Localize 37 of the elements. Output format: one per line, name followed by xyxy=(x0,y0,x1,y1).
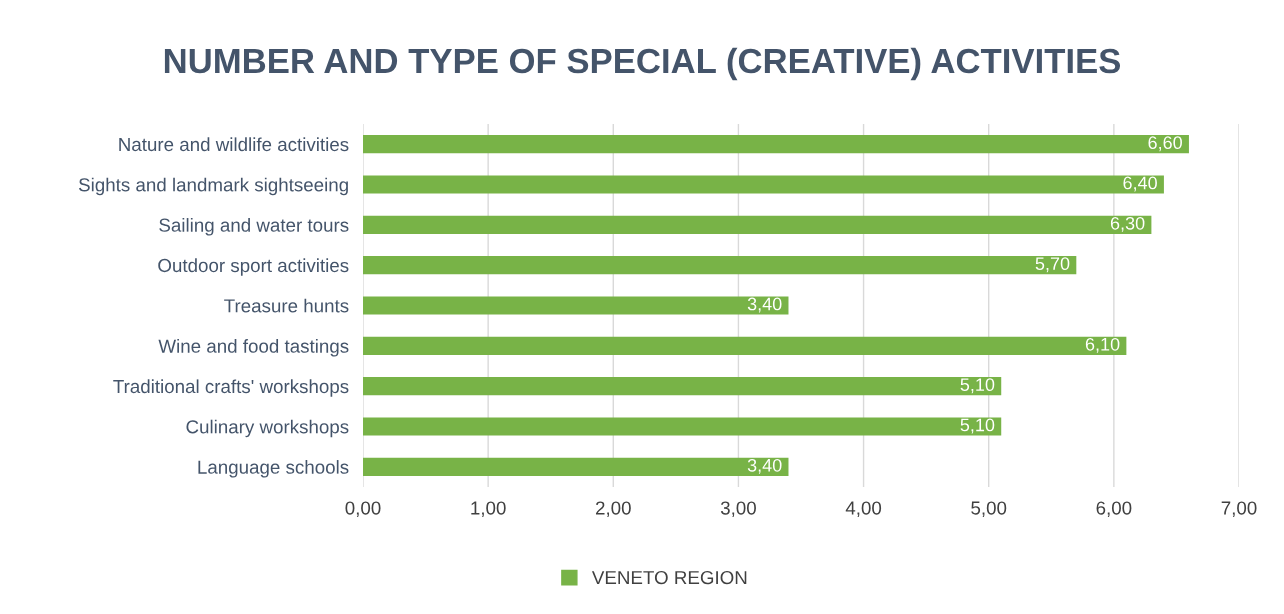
bar xyxy=(363,336,1127,355)
bar xyxy=(363,296,789,315)
data-label: 5,10 xyxy=(960,418,995,434)
data-label: 6,40 xyxy=(1123,176,1157,192)
data-label: 5,70 xyxy=(1035,257,1070,273)
bar xyxy=(363,215,1152,234)
data-label: 3,40 xyxy=(747,297,782,313)
y-tick-label: Nature and wildlife activities xyxy=(119,137,349,152)
y-tick-label: Wine and food tastings xyxy=(158,339,349,357)
y-tick-label: Sailing and water tours xyxy=(159,218,349,236)
data-label: 6,30 xyxy=(1110,216,1145,232)
data-label: 6,60 xyxy=(1148,136,1182,152)
y-tick-label: Language schools xyxy=(198,460,349,478)
y-tick-label: Traditional crafts' workshops xyxy=(113,379,349,397)
x-tick-label: 5,00 xyxy=(971,501,1007,517)
x-tick-label: 3,00 xyxy=(720,501,756,517)
bar xyxy=(363,417,1002,436)
y-tick-label: Treasure hunts xyxy=(224,298,349,313)
bar xyxy=(363,457,789,476)
x-tick-label: 0,00 xyxy=(345,501,381,517)
bar xyxy=(363,175,1164,194)
legend-label: VENETO REGION xyxy=(591,570,747,585)
chart-title: NUMBER AND TYPE OF SPECIAL (CREATIVE) ACTIVITIES xyxy=(164,47,1121,81)
x-tick-label: 7,00 xyxy=(1221,501,1257,517)
x-tick-label: 2,00 xyxy=(595,501,631,517)
bar xyxy=(363,256,1077,275)
bar xyxy=(363,135,1189,154)
x-tick-label: 4,00 xyxy=(845,501,882,517)
data-label: 3,40 xyxy=(747,458,782,474)
data-label: 5,10 xyxy=(960,378,995,394)
y-tick-label: Culinary workshops xyxy=(186,419,349,438)
x-tick-label: 6,00 xyxy=(1096,501,1132,517)
x-tick-label: 1,00 xyxy=(471,501,506,517)
data-label: 6,10 xyxy=(1085,337,1120,353)
y-tick-label: Sights and landmark sightseeing xyxy=(78,177,348,196)
y-tick-label: Outdoor sport activities xyxy=(158,258,349,276)
bar xyxy=(363,377,1002,396)
